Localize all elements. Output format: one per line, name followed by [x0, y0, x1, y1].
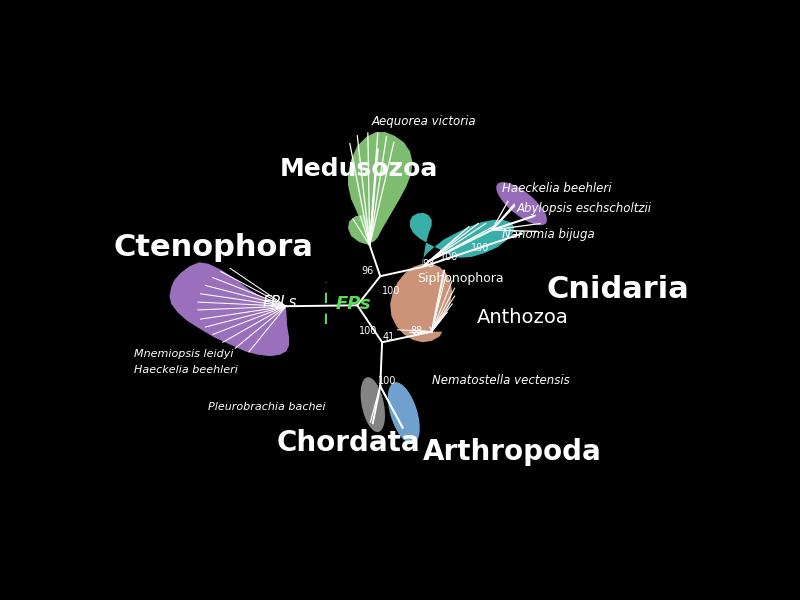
Text: Nanomia bijuga: Nanomia bijuga	[502, 228, 594, 241]
Text: FPs: FPs	[336, 295, 371, 313]
Text: Ctenophora: Ctenophora	[114, 233, 314, 262]
Ellipse shape	[388, 382, 420, 444]
Text: 96: 96	[362, 266, 374, 275]
Text: Anthozoa: Anthozoa	[477, 308, 569, 327]
Text: 100: 100	[440, 252, 458, 262]
Text: FPLs: FPLs	[262, 295, 297, 310]
Text: Haeckelia beehleri: Haeckelia beehleri	[502, 182, 611, 195]
Text: 100: 100	[382, 286, 400, 296]
Text: Arthropoda: Arthropoda	[422, 438, 601, 466]
Text: Cnidaria: Cnidaria	[546, 275, 689, 304]
Text: Nematostella vectensis: Nematostella vectensis	[432, 374, 570, 387]
Text: Medusozoa: Medusozoa	[280, 157, 438, 181]
Text: 100: 100	[470, 244, 489, 253]
Text: Siphonophora: Siphonophora	[418, 272, 504, 286]
Polygon shape	[410, 213, 514, 267]
Text: 100: 100	[359, 326, 378, 336]
Text: Abylopsis eschscholtzii: Abylopsis eschscholtzii	[517, 202, 652, 215]
Text: Mnemiopsis leidyi: Mnemiopsis leidyi	[134, 349, 234, 359]
Text: Chordata: Chordata	[277, 428, 420, 457]
Text: 41: 41	[382, 332, 395, 342]
Polygon shape	[348, 215, 374, 245]
Text: 100: 100	[378, 376, 396, 386]
Ellipse shape	[361, 377, 385, 432]
Polygon shape	[348, 132, 413, 243]
Ellipse shape	[496, 182, 547, 225]
Text: 88: 88	[410, 326, 422, 336]
Text: 93: 93	[422, 259, 434, 269]
Text: Aequorea victoria: Aequorea victoria	[371, 115, 476, 128]
Polygon shape	[170, 262, 289, 356]
Polygon shape	[390, 264, 452, 342]
Text: Haeckelia beehleri: Haeckelia beehleri	[134, 365, 238, 375]
Text: Pleurobrachia bachei: Pleurobrachia bachei	[209, 402, 326, 412]
